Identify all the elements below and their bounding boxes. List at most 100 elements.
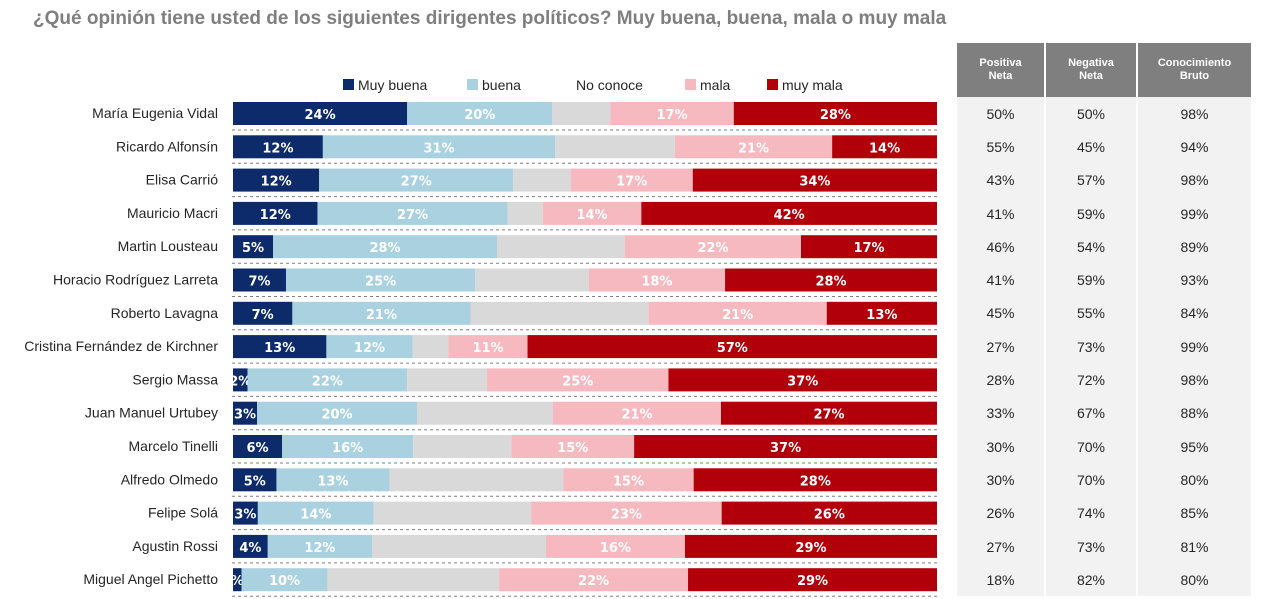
data-label-buena: 27% <box>401 175 432 190</box>
bar-segment-muy_mala <box>801 235 937 259</box>
bar-segment-mala <box>588 268 726 292</box>
bar-segment-no_conoce <box>475 268 589 292</box>
table-row: 41% 59% 93% <box>957 263 1251 297</box>
cell-conocimiento-bruto: 89% <box>1138 230 1251 264</box>
category-label: Alfredo Olmedo <box>121 471 218 487</box>
data-label-mala: 14% <box>576 208 607 223</box>
data-label-mala: 21% <box>722 308 753 323</box>
data-label-muy_buena: % <box>231 574 244 589</box>
legend-label-buena: buena <box>482 77 521 93</box>
data-label-muy_mala: 28% <box>820 108 851 123</box>
table-header-row: Positiva Neta Negativa Neta Conocimiento Br… <box>957 43 1251 97</box>
bar-segment-muy_buena <box>233 268 286 292</box>
data-label-buena: 13% <box>317 474 348 489</box>
cell-positiva-neta: 55% <box>957 130 1046 164</box>
chart-row: Elisa Carrió 12% 27% 17% 34% <box>146 168 940 198</box>
cell-positiva-neta: 33% <box>957 396 1046 430</box>
bar-segment-buena <box>257 401 417 425</box>
category-label: Juan Manuel Urtubey <box>85 405 218 421</box>
data-label-mala: 18% <box>641 275 672 290</box>
bar-segment-buena <box>322 135 556 159</box>
data-label-mala: 21% <box>738 141 769 156</box>
bar-segment-no_conoce <box>497 235 625 259</box>
data-label-buena: 14% <box>300 508 331 523</box>
bar-segment-muy_mala <box>826 301 937 325</box>
bar-segment-muy_mala <box>634 435 937 458</box>
cell-negativa-neta: 59% <box>1046 263 1138 297</box>
stacked-bar-chart: Muy buena buena No conoce mala muy mala Marí… <box>24 77 940 597</box>
category-label: Miguel Angel Pichetto <box>83 571 218 587</box>
data-label-muy_mala: 17% <box>853 241 884 256</box>
bar-segment-muy_mala <box>721 401 937 425</box>
data-label-muy_buena: 12% <box>260 208 291 223</box>
chart-row: Cristina Fernández de Kirchner 13% 12% 11% 5… <box>24 335 940 364</box>
bar-segment-muy_mala <box>641 201 937 225</box>
cell-negativa-neta: 74% <box>1046 496 1138 530</box>
cell-conocimiento-bruto: 85% <box>1138 496 1251 530</box>
data-label-muy_buena: 24% <box>305 108 336 123</box>
bar-segment-muy_buena <box>233 501 258 525</box>
data-label-muy_buena: 4% <box>239 541 261 556</box>
data-label-muy_mala: 29% <box>797 574 828 589</box>
data-label-buena: 25% <box>365 275 396 290</box>
bar-segment-no_conoce <box>413 435 512 458</box>
chart-row: María Eugenia Vidal 24% 20% 17% 28% <box>92 102 940 131</box>
chart-row: Alfredo Olmedo 5% 13% 15% 28% <box>121 468 940 497</box>
bar-segment-buena <box>407 102 553 125</box>
cell-conocimiento-bruto: 84% <box>1138 296 1251 331</box>
table-row: 33% 67% 88% <box>957 396 1251 430</box>
cell-conocimiento-bruto: 98% <box>1138 97 1251 131</box>
bar-segment-buena <box>292 301 471 325</box>
cell-negativa-neta: 45% <box>1046 130 1138 164</box>
table-row: 50% 50% 98% <box>957 97 1251 131</box>
category-label: Marcelo Tinelli <box>129 438 218 454</box>
cell-positiva-neta: 46% <box>957 230 1046 264</box>
bar-segment-mala <box>531 501 722 525</box>
chart-row: Roberto Lavagna 7% 21% 21% 13% <box>111 301 940 331</box>
bar-segment-no_conoce <box>412 335 449 359</box>
chart-row: Sergio Massa 2% 22% 25% 37% <box>132 368 940 397</box>
cell-negativa-neta: 67% <box>1046 396 1138 430</box>
cell-positiva-neta: 18% <box>957 563 1046 597</box>
cell-positiva-neta: 41% <box>957 196 1046 231</box>
data-label-buena: 20% <box>321 408 352 423</box>
bar-segment-no_conoce <box>407 368 488 392</box>
data-label-mala: 22% <box>578 574 609 589</box>
cell-conocimiento-bruto: 93% <box>1138 263 1251 297</box>
cell-positiva-neta: 45% <box>957 296 1046 331</box>
data-label-muy_mala: 27% <box>813 408 844 423</box>
bar-segment-mala <box>542 201 642 225</box>
data-label-muy_mala: 28% <box>815 275 846 290</box>
chart-row: Martin Lousteau 5% 28% 22% 17% <box>118 235 940 264</box>
bar-segment-muy_buena <box>233 301 293 325</box>
legend-label-no_conoce: No conoce <box>576 77 643 93</box>
category-label: Horacio Rodríguez Larreta <box>53 272 218 288</box>
legend-item-muy_mala: muy mala <box>767 77 843 93</box>
data-label-mala: 22% <box>697 241 728 256</box>
cell-conocimiento-bruto: 98% <box>1138 363 1251 397</box>
data-label-buena: 12% <box>354 341 385 356</box>
chart-row: Felipe Solá 3% 14% 23% 26% <box>148 501 940 531</box>
table-row: 55% 45% 94% <box>957 130 1251 164</box>
header-conocimiento-bruto: Conocimiento Bruto <box>1138 43 1251 97</box>
data-label-muy_buena: 7% <box>252 308 274 323</box>
table-row: 46% 54% 89% <box>957 230 1251 264</box>
table-row: 30% 70% 95% <box>957 429 1251 464</box>
bar-segment-muy_mala <box>693 468 937 492</box>
chart-row: Mauricio Macri 12% 27% 14% 42% <box>127 201 940 231</box>
header-positiva-neta: Positiva Neta <box>957 43 1046 97</box>
bar-segment-no_conoce <box>372 534 546 558</box>
data-label-muy_buena: 12% <box>261 175 292 190</box>
bar-segment-muy_buena <box>233 102 408 125</box>
cell-negativa-neta: 57% <box>1046 163 1138 197</box>
bar-segment-buena <box>267 534 373 558</box>
cell-negativa-neta: 55% <box>1046 296 1138 331</box>
bar-segment-no_conoce <box>389 468 564 492</box>
legend-label-muy_mala: muy mala <box>782 77 843 93</box>
bar-segment-buena <box>326 335 413 359</box>
data-label-muy_mala: 37% <box>770 441 801 456</box>
cell-negativa-neta: 72% <box>1046 363 1138 397</box>
bar-segment-no_conoce <box>507 201 543 225</box>
cell-conocimiento-bruto: 99% <box>1138 330 1251 364</box>
bar-segment-muy_buena <box>233 435 283 458</box>
